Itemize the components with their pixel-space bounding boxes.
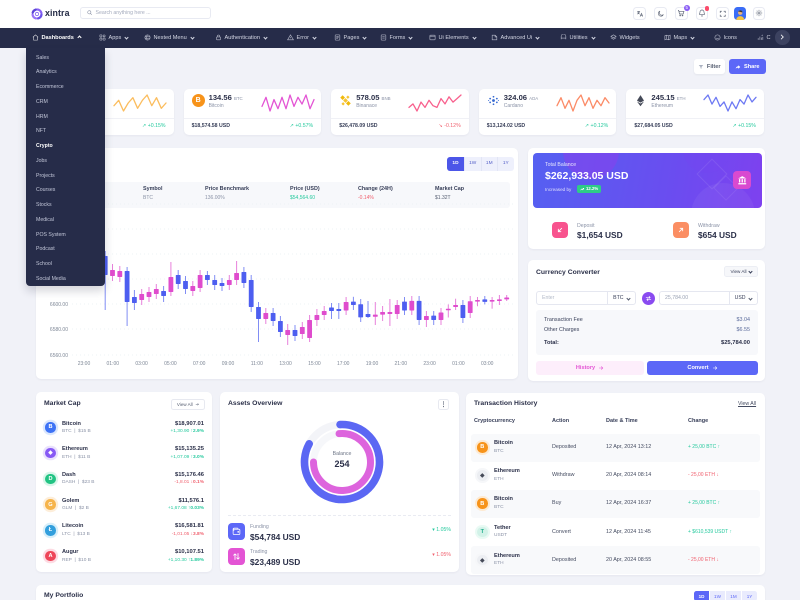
- svg-text:03:00: 03:00: [481, 361, 494, 367]
- svg-text:19:00: 19:00: [366, 361, 379, 367]
- svg-text:09:00: 09:00: [222, 361, 235, 367]
- svg-text:03:00: 03:00: [135, 361, 148, 367]
- svg-text:15:00: 15:00: [308, 361, 321, 367]
- svg-text:17:00: 17:00: [337, 361, 350, 367]
- svg-text:11:00: 11:00: [251, 361, 263, 367]
- svg-text:05:00: 05:00: [164, 361, 177, 367]
- svg-text:07:00: 07:00: [193, 361, 206, 367]
- svg-text:13:00: 13:00: [279, 361, 292, 367]
- svg-text:6600.00: 6600.00: [50, 302, 68, 308]
- svg-text:23:00: 23:00: [423, 361, 436, 367]
- svg-text:21:00: 21:00: [395, 361, 408, 367]
- svg-text:6560.00: 6560.00: [50, 353, 68, 359]
- svg-text:01:00: 01:00: [107, 361, 120, 367]
- svg-text:01:00: 01:00: [452, 361, 465, 367]
- svg-text:6580.00: 6580.00: [50, 327, 68, 333]
- svg-text:23:00: 23:00: [78, 361, 91, 367]
